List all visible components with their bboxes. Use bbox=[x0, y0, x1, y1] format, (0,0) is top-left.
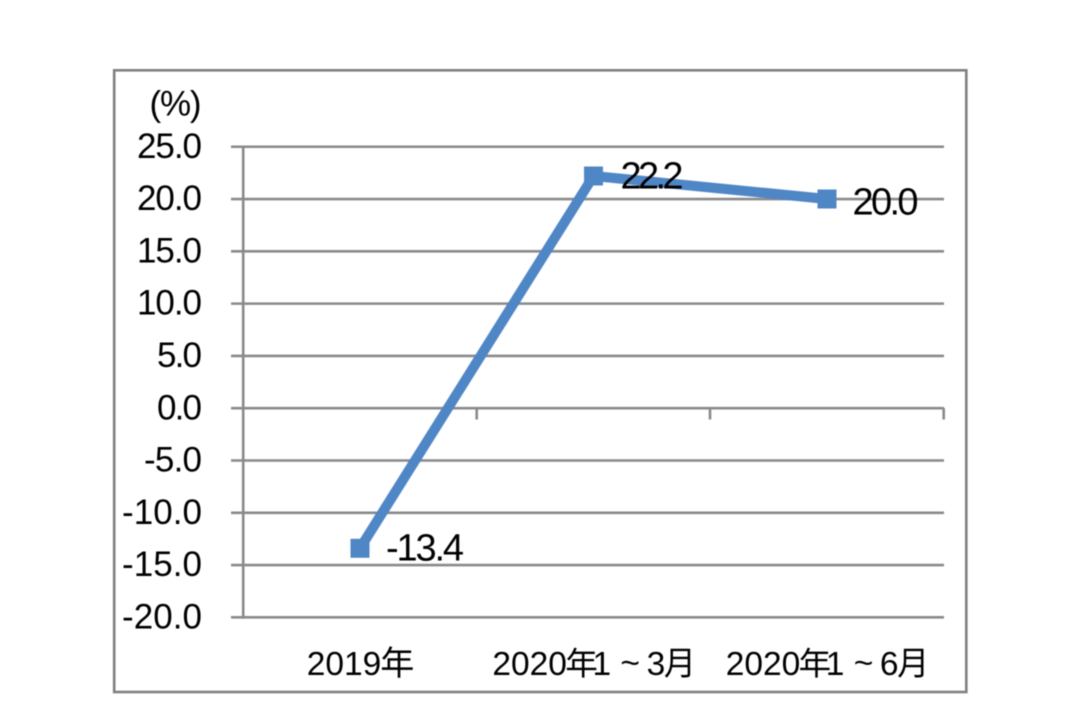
svg-text:20.0: 20.0 bbox=[137, 179, 202, 218]
svg-text:15.0: 15.0 bbox=[137, 231, 202, 270]
svg-text:-15.0: -15.0 bbox=[122, 545, 202, 584]
svg-text:0.0: 0.0 bbox=[157, 388, 202, 427]
svg-text:2020: 2020 bbox=[726, 646, 801, 683]
svg-text:3: 3 bbox=[647, 646, 666, 683]
svg-text:~: ~ bbox=[620, 645, 640, 682]
svg-text:1: 1 bbox=[593, 646, 612, 683]
svg-text:(%): (%) bbox=[150, 85, 202, 124]
svg-text:-10.0: -10.0 bbox=[122, 493, 202, 532]
svg-text:10.0: 10.0 bbox=[137, 284, 202, 323]
svg-text:25.0: 25.0 bbox=[137, 127, 202, 166]
svg-text:-5.0: -5.0 bbox=[144, 441, 202, 480]
svg-text:20.0: 20.0 bbox=[853, 181, 919, 223]
svg-text:-13.4: -13.4 bbox=[386, 527, 464, 569]
svg-text:5.0: 5.0 bbox=[157, 336, 202, 375]
svg-text:22.2: 22.2 bbox=[621, 155, 684, 197]
svg-text:2019: 2019 bbox=[307, 646, 382, 683]
svg-text:1: 1 bbox=[826, 646, 845, 683]
svg-text:-20.0: -20.0 bbox=[122, 598, 202, 637]
svg-text:~: ~ bbox=[854, 645, 874, 682]
svg-text:2020: 2020 bbox=[492, 646, 567, 683]
svg-text:6: 6 bbox=[880, 646, 899, 683]
